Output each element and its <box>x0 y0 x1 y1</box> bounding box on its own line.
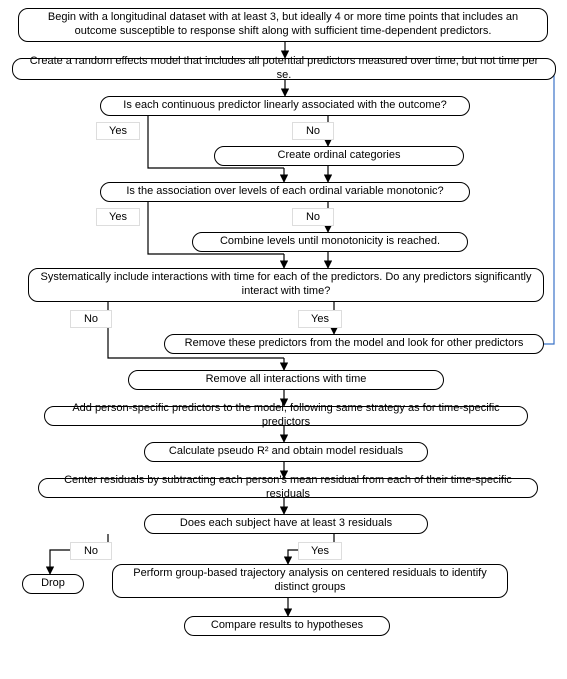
branch-label-text: Yes <box>311 313 329 325</box>
flow-node-text: Is each continuous predictor linearly as… <box>123 99 446 113</box>
flow-node-text: Is the association over levels of each o… <box>126 185 443 199</box>
flow-node-text: Does each subject have at least 3 residu… <box>180 517 392 531</box>
branch-label-text: No <box>306 125 320 137</box>
flow-node-n13: Does each subject have at least 3 residu… <box>144 514 428 534</box>
branch-label-l1: Yes <box>96 122 140 140</box>
flow-node-text: Calculate pseudo R² and obtain model res… <box>169 445 403 459</box>
branch-label-l2: No <box>292 122 334 140</box>
flow-node-text: Remove all interactions with time <box>206 373 367 387</box>
branch-label-l8: Yes <box>298 542 342 560</box>
flow-node-n7: Systematically include interactions with… <box>28 268 544 302</box>
flow-node-n12: Center residuals by subtracting each per… <box>38 478 538 498</box>
flow-node-text: Drop <box>41 577 65 591</box>
flow-node-text: Create ordinal categories <box>278 149 401 163</box>
flow-node-text: Create a random effects model that inclu… <box>21 55 547 83</box>
flow-node-n1: Begin with a longitudinal dataset with a… <box>18 8 548 42</box>
branch-label-text: No <box>84 313 98 325</box>
flow-node-n6: Combine levels until monotonicity is rea… <box>192 232 468 252</box>
flow-node-n2: Create a random effects model that inclu… <box>12 58 556 80</box>
flow-node-n8: Remove these predictors from the model a… <box>164 334 544 354</box>
branch-label-text: Yes <box>109 125 127 137</box>
flow-node-text: Add person-specific predictors to the mo… <box>53 402 519 430</box>
flow-node-n15: Perform group-based trajectory analysis … <box>112 564 508 598</box>
flow-node-n5: Is the association over levels of each o… <box>100 182 470 202</box>
flow-node-text: Systematically include interactions with… <box>37 271 535 299</box>
flow-node-n3: Is each continuous predictor linearly as… <box>100 96 470 116</box>
flow-node-text: Begin with a longitudinal dataset with a… <box>27 11 539 39</box>
flow-node-text: Combine levels until monotonicity is rea… <box>220 235 440 249</box>
flow-node-text: Center residuals by subtracting each per… <box>47 474 529 502</box>
flow-node-text: Perform group-based trajectory analysis … <box>121 567 499 595</box>
branch-label-l7: No <box>70 542 112 560</box>
branch-label-l6: Yes <box>298 310 342 328</box>
branch-label-text: No <box>306 211 320 223</box>
branch-label-l4: No <box>292 208 334 226</box>
flow-node-text: Remove these predictors from the model a… <box>185 337 524 351</box>
flow-node-n9: Remove all interactions with time <box>128 370 444 390</box>
flow-node-n11: Calculate pseudo R² and obtain model res… <box>144 442 428 462</box>
flow-node-text: Compare results to hypotheses <box>211 619 363 633</box>
flow-node-n16: Compare results to hypotheses <box>184 616 390 636</box>
flowchart-canvas: Begin with a longitudinal dataset with a… <box>8 8 559 671</box>
flow-node-n14: Drop <box>22 574 84 594</box>
flow-node-n10: Add person-specific predictors to the mo… <box>44 406 528 426</box>
branch-label-text: Yes <box>109 211 127 223</box>
branch-label-l3: Yes <box>96 208 140 226</box>
branch-label-l5: No <box>70 310 112 328</box>
flow-node-n4: Create ordinal categories <box>214 146 464 166</box>
branch-label-text: No <box>84 545 98 557</box>
branch-label-text: Yes <box>311 545 329 557</box>
